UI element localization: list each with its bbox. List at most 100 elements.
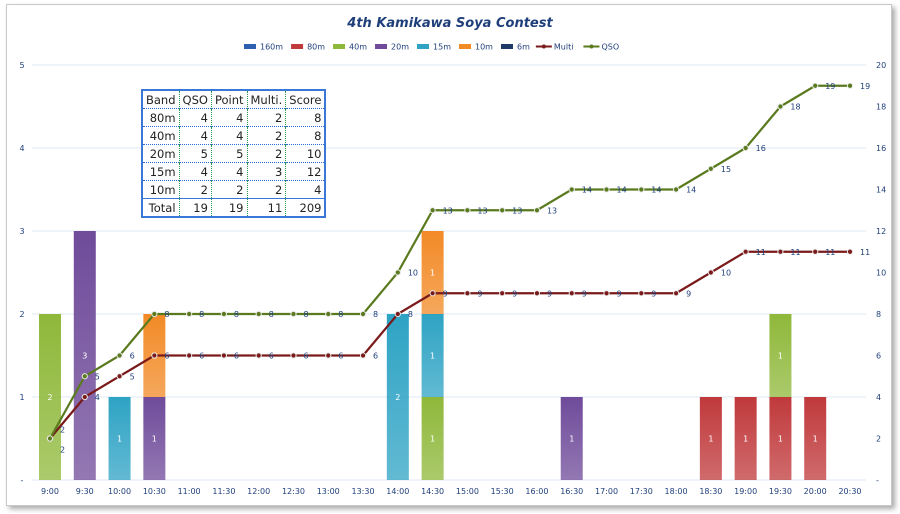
line-data-label: 6 [269, 352, 274, 361]
point-QSO [394, 269, 401, 276]
x-tick-label: 19:00 [734, 487, 757, 496]
table-cell: 20m [142, 144, 180, 163]
table-cell: 2 [246, 108, 286, 127]
legend-marker [541, 44, 546, 49]
line-data-label: 11 [756, 248, 766, 257]
y2-tick-label: 2 [876, 435, 881, 444]
line-data-label: 6 [199, 352, 204, 361]
x-tick-label: 10:30 [143, 487, 166, 496]
y-tick-label: 3 [19, 227, 24, 236]
point-Multi [429, 290, 436, 297]
line-data-label: 11 [790, 248, 800, 257]
line-data-label: 9 [651, 289, 656, 298]
point-Multi [359, 352, 367, 359]
line-data-label: 14 [686, 186, 696, 195]
point-Multi [672, 290, 680, 297]
y2-tick-label: 4 [876, 393, 881, 402]
line-data-label: 5 [130, 372, 135, 381]
point-Multi [220, 352, 228, 359]
line-data-label: 13 [512, 206, 522, 215]
bar-data-label: 1 [778, 352, 783, 361]
table-cell: 209 [285, 198, 326, 217]
point-QSO [359, 310, 367, 318]
bar-data-label: 1 [569, 435, 574, 444]
line-data-label: 6 [303, 352, 308, 361]
point-QSO [186, 310, 193, 318]
x-tick-label: 12:00 [247, 487, 270, 496]
table-cell: 8 [285, 108, 326, 127]
line-data-label: 14 [582, 186, 592, 195]
point-QSO [846, 82, 854, 89]
x-tick-label: 10:00 [108, 487, 131, 496]
table-row: 20m 5 5 2 10 [142, 144, 326, 163]
bar-data-label: 1 [708, 435, 713, 444]
line-data-label: 15 [721, 165, 731, 174]
line-data-label: 10 [408, 269, 418, 278]
x-tick-label: 15:30 [491, 487, 514, 496]
point-QSO [464, 207, 471, 214]
line-data-label: 11 [860, 248, 870, 257]
table-cell: Total [142, 198, 180, 217]
table-cell: 2 [178, 180, 212, 199]
x-tick-label: 15:00 [456, 487, 479, 496]
line-data-label: 8 [199, 310, 204, 319]
table-cell: 5 [178, 144, 212, 163]
line-data-label: 18 [790, 103, 800, 112]
legend-swatch [459, 44, 471, 49]
bar-15m [108, 397, 131, 480]
table-cell: 11 [246, 198, 286, 217]
line-data-label: 19 [860, 82, 870, 91]
point-QSO [429, 207, 436, 214]
x-tick-label: 12:30 [282, 487, 305, 496]
bar-40m [39, 314, 61, 480]
line-data-label: 9 [686, 289, 691, 298]
line-data-label: 6 [130, 352, 135, 361]
point-Multi [116, 373, 123, 380]
legend-label: 80m [307, 43, 325, 52]
point-QSO [255, 310, 262, 318]
point-QSO [220, 310, 228, 318]
table-cell: 40m [142, 126, 180, 145]
line-data-label: 8 [234, 310, 239, 319]
point-Multi [325, 352, 332, 359]
line-data-label: 2 [60, 426, 65, 435]
line-data-label: 16 [756, 144, 766, 153]
bar-data-label: 1 [152, 435, 157, 444]
x-tick-label: 16:30 [560, 487, 583, 496]
line-data-label: 9 [617, 289, 622, 298]
point-Multi [812, 248, 819, 255]
point-QSO [290, 310, 297, 318]
point-Multi [394, 310, 401, 318]
x-tick-label: 18:00 [665, 487, 688, 496]
table-cell: 4 [178, 108, 212, 127]
line-data-label: 8 [164, 310, 169, 319]
line-data-label: 19 [825, 82, 835, 91]
x-tick-label: 16:00 [525, 487, 548, 496]
point-QSO [499, 207, 506, 214]
x-tick-label: 20:30 [838, 487, 861, 496]
point-QSO [603, 186, 610, 193]
table-row: 40m 4 4 2 8 [142, 126, 326, 145]
table-cell: Multi. [246, 90, 286, 109]
line-data-label: 2 [60, 446, 65, 455]
bar-data-label: 2 [47, 393, 52, 402]
line-data-label: 6 [164, 352, 169, 361]
point-Multi [568, 290, 575, 297]
point-Multi [638, 290, 645, 297]
line-data-label: 9 [443, 289, 448, 298]
score-table: Band QSO Point Multi. Score 80m 4 4 2 8 40m 4 4 2 8 20m… [141, 89, 327, 218]
table-cell: 15m [142, 162, 180, 181]
x-tick-label: 19:30 [769, 487, 792, 496]
table-cell: 80m [142, 108, 180, 127]
legend-swatch [244, 44, 256, 49]
bar-15m [421, 314, 444, 397]
line-data-label: 8 [303, 310, 308, 319]
y-tick-label: 2 [19, 310, 24, 319]
point-QSO [742, 144, 749, 152]
legend-label: 6m [517, 43, 530, 52]
point-Multi [742, 248, 749, 255]
x-tick-label: 9:30 [76, 487, 94, 496]
line-data-label: 8 [338, 310, 343, 319]
line-data-label: 11 [825, 248, 835, 257]
x-tick-label: 9:00 [41, 487, 59, 496]
